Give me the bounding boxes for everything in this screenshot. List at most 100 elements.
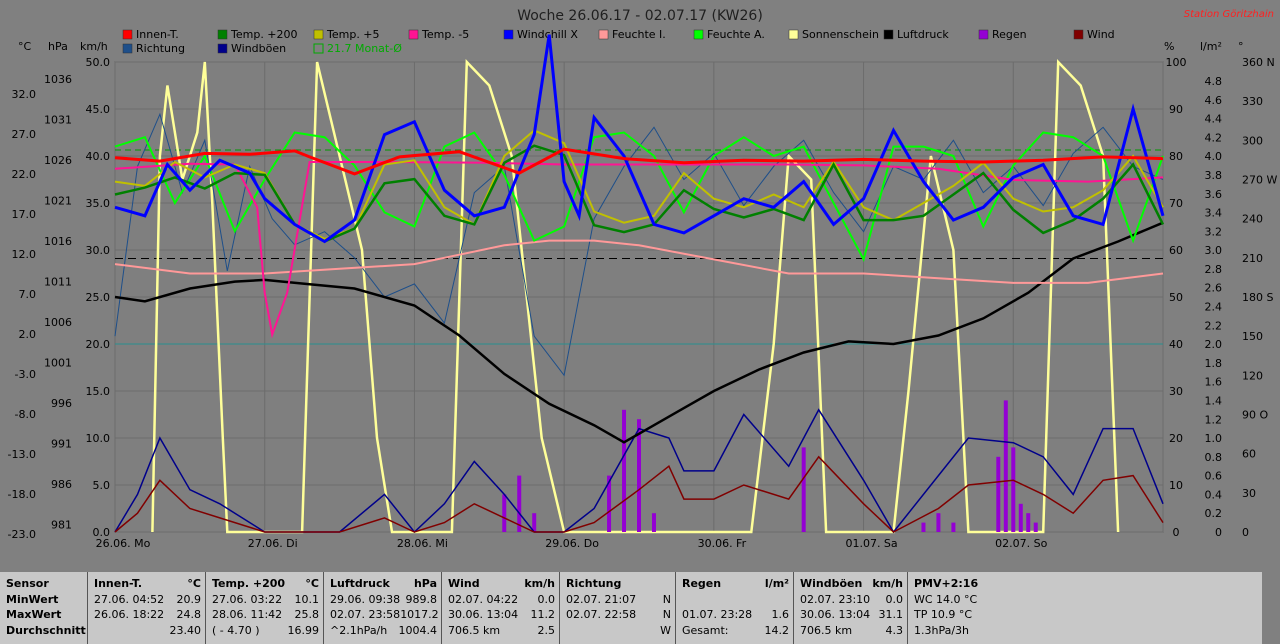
legend-swatch	[788, 29, 799, 40]
stats-luft-max-val: 1017.2	[400, 608, 439, 621]
humidity-tick-label: 50	[1169, 291, 1183, 304]
humidity-tick-label: 80	[1169, 150, 1183, 163]
legend-item: Windböen	[217, 42, 286, 55]
humidity-tick-label: 90	[1169, 103, 1183, 116]
stats-richtung-min-date: 02.07. 21:07	[566, 592, 637, 606]
stats-col-richtung: Richtung 02.07. 21:07 N 02.07. 22:58 N W	[560, 572, 676, 644]
pressure-tick-label: 1001	[44, 357, 72, 370]
rain-bar	[1003, 400, 1008, 532]
rain-tick-label: 0	[1215, 526, 1222, 539]
wind-tick-label: 10.0	[86, 432, 111, 445]
stats-wind-header: Wind	[448, 577, 480, 590]
rain-bar	[517, 475, 522, 532]
stats-innen-min-date: 27.06. 04:52	[94, 592, 165, 606]
rain-bar	[622, 409, 627, 532]
windchill-line	[114, 34, 1165, 244]
temp-tick-label: -3.0	[15, 368, 36, 381]
direction-tick-label: 90 O	[1242, 409, 1268, 422]
legend-swatch	[217, 29, 228, 40]
statistics-table: Sensor MinWert MaxWert Durchschnitt Inne…	[0, 572, 1280, 644]
wind-line	[114, 455, 1164, 533]
rain-tick-label: 0.8	[1205, 451, 1223, 464]
direction-tick-label: 30	[1242, 487, 1256, 500]
wind-tick-label: 50.0	[86, 56, 111, 69]
rain-tick-label: 1.2	[1205, 413, 1223, 426]
unit-humidity: %	[1164, 40, 1174, 53]
temp-tick-label: 7.0	[19, 288, 37, 301]
weather-chart: Woche 26.06.17 - 02.07.17 (KW26) Station…	[8, 8, 1278, 550]
legend-label: Windchill X	[517, 28, 578, 41]
rain-tick-label: 2.0	[1205, 338, 1223, 351]
unit-temp: °C	[18, 40, 32, 53]
rain-bar	[1033, 522, 1038, 532]
pressure-tick-label: 1031	[44, 114, 72, 127]
stats-temp-max-date: 28.06. 11:42	[212, 608, 283, 621]
stats-wind-max-val: 11.2	[530, 608, 556, 621]
x-tick-label: 26.06. Mo	[96, 537, 151, 550]
legend-item: Wind	[1073, 28, 1115, 41]
legend-swatch	[503, 29, 514, 40]
stats-temp-min-date: 27.06. 03:22	[212, 592, 283, 606]
legend-label: Temp. +200	[230, 28, 298, 41]
legend-item: 21.7 Monat-Ø	[313, 42, 402, 55]
temp-tick-label: 2.0	[19, 328, 37, 341]
stats-richtung-min-val: N	[662, 592, 671, 606]
legend-swatch	[122, 29, 133, 40]
temp-tick-label: -8.0	[15, 408, 36, 421]
rain-tick-label: 4.4	[1205, 113, 1223, 126]
rain-bar	[607, 475, 612, 532]
rain-bar	[1026, 513, 1031, 532]
rain-bar	[502, 494, 507, 532]
humidity-tick-label: 0	[1173, 526, 1180, 539]
stats-col-temp: Temp. +200 °C 27.06. 03:22 10.1 28.06. 11:…	[206, 572, 324, 644]
temp-tick-label: -18.0	[8, 488, 36, 501]
rain-bar	[801, 447, 806, 532]
rain-bar	[651, 513, 656, 532]
legend-item: Sonnenschein	[788, 28, 879, 41]
x-tick-label: 28.06. Mi	[397, 537, 448, 550]
stats-col-wind: Wind km/h 02.07. 04:22 0.0 30.06. 13:04 11.…	[442, 572, 560, 644]
pressure-tick-label: 1026	[44, 154, 72, 167]
stats-regen-max-date: 01.07. 23:28	[682, 608, 753, 621]
stats-temp-unit: °C	[305, 577, 319, 590]
stats-boeen-avg-date: 706.5 km	[800, 623, 853, 637]
stats-col-regen: Regen l/m² 01.07. 23:28 1.6 Gesamt: 14.2	[676, 572, 794, 644]
stats-richtung-max-date: 02.07. 22:58	[566, 608, 637, 621]
stats-temp-avg-date: ( - 4.70 )	[212, 623, 260, 637]
wind-tick-label: 15.0	[86, 385, 111, 398]
stats-richtung-avg-val: W	[660, 623, 671, 637]
humidity-tick-label: 60	[1169, 244, 1183, 257]
legend-label: Feuchte A.	[707, 28, 765, 41]
pressure-tick-label: 1011	[44, 276, 72, 289]
stats-label-max: MaxWert	[6, 608, 62, 621]
stats-header-sensor: Sensor	[6, 577, 49, 590]
rain-tick-label: 0.4	[1205, 488, 1223, 501]
x-tick-label: 30.06. Fr	[698, 537, 747, 550]
pressure-tick-label: 991	[51, 438, 72, 451]
legend-label: Feuchte I.	[612, 28, 666, 41]
unit-pressure: hPa	[48, 40, 68, 53]
stats-luft-min-date: 29.06. 09:38	[330, 592, 401, 606]
stats-richtung-max-val: N	[662, 608, 671, 621]
rain-tick-label: 4.8	[1205, 75, 1223, 88]
stats-pmv-trend: 1.3hPa/3h	[914, 623, 970, 637]
legend-swatch	[408, 29, 419, 40]
legend-swatch	[313, 43, 324, 54]
direction-tick-label: 270 W	[1242, 174, 1277, 187]
stats-col-boeen: Windböen km/h 02.07. 23:10 0.0 30.06. 13:0…	[794, 572, 908, 644]
humidity-tick-label: 10	[1169, 479, 1183, 492]
station-label: Station Göritzhain	[1184, 9, 1274, 20]
temp-tick-label: 12.0	[12, 248, 37, 261]
rain-tick-label: 1.0	[1205, 432, 1223, 445]
stats-col-pmv: PMV+2:16 WC 14.0 °C TP 10.9 °C 1.3hPa/3h	[908, 572, 1262, 644]
legend-label: Temp. +5	[326, 28, 380, 41]
direction-tick-label: 0	[1242, 526, 1249, 539]
direction-tick-label: 150	[1242, 330, 1263, 343]
pressure-line	[114, 221, 1164, 444]
stats-innen-unit: °C	[187, 577, 201, 590]
stats-temp-avg-val: 16.99	[287, 623, 320, 637]
stats-regen-total-label: Gesamt:	[682, 623, 729, 637]
stats-label-min: MinWert	[6, 592, 59, 606]
legend-item: Temp. +200	[217, 28, 298, 41]
rain-tick-label: 2.4	[1205, 301, 1223, 314]
